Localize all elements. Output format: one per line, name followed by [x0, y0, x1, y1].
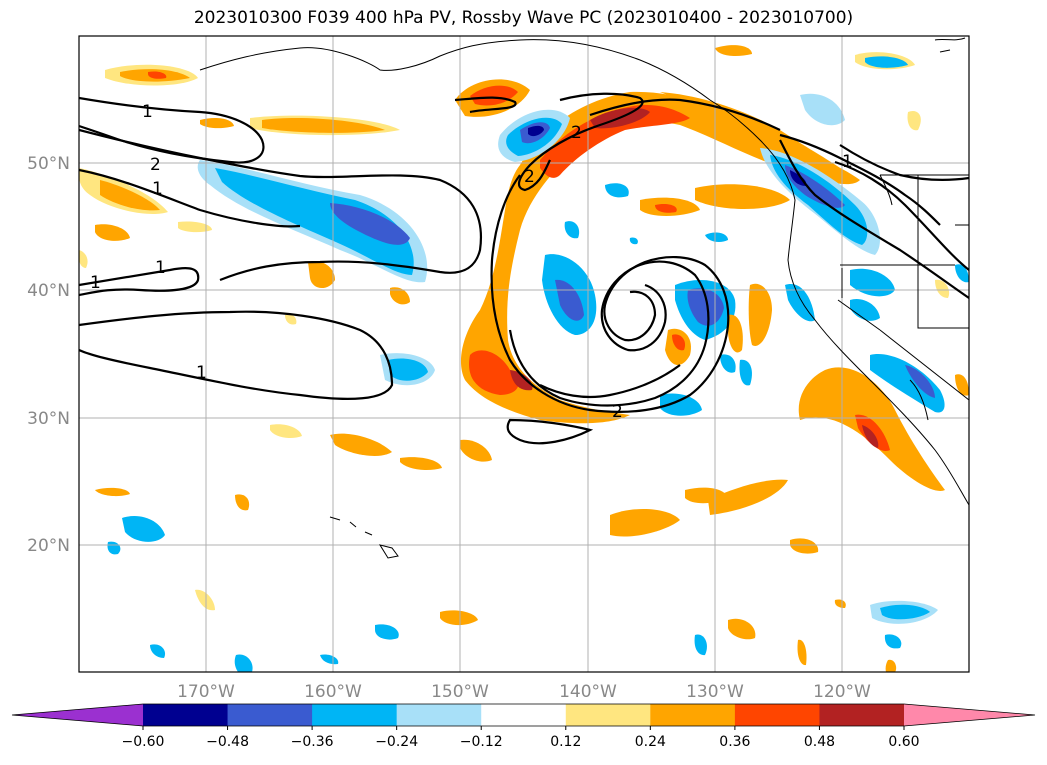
colorbar-segment	[650, 704, 736, 726]
colorbar-segment	[312, 704, 398, 726]
lat-label-40n: 40°N	[27, 281, 70, 301]
lat-label-20n: 20°N	[27, 536, 70, 556]
colorbar-tick-label: 0.48	[804, 734, 835, 750]
lat-label-30n: 30°N	[27, 409, 70, 429]
map-title: 2023010300 F039 400 hPa PV, Rossby Wave …	[193, 8, 854, 28]
lat-tick-labels: 20°N 30°N 40°N 50°N	[27, 154, 70, 556]
coastlines	[199, 37, 969, 559]
lon-label-120w: 120°W	[813, 682, 871, 702]
colorbar-tick-label: 0.24	[635, 734, 666, 750]
contour-label: 1	[90, 273, 101, 293]
map-border	[78, 35, 970, 673]
colorbar-tick-label: 0.12	[550, 734, 581, 750]
colorbar-tick-label: −0.24	[375, 734, 418, 750]
colorbar-extend-max	[904, 704, 1035, 726]
colorbar: −0.60 −0.48 −0.36 −0.24 −0.12 0.12 0.24 0.36 0.4…	[11, 703, 1036, 750]
lon-label-170w: 170°W	[177, 682, 235, 702]
colorbar-tick-label: 0.60	[888, 734, 919, 750]
colorbar-segment	[481, 704, 567, 726]
contour-label: 1	[155, 258, 166, 278]
contour-label: 2	[571, 123, 582, 143]
contour-label: 2	[612, 402, 623, 422]
colorbar-segment	[143, 704, 229, 726]
colorbar-segment	[734, 704, 820, 726]
colorbar-segment	[565, 704, 651, 726]
colorbar-segment	[396, 704, 482, 726]
colorbar-tick-label: −0.48	[206, 734, 249, 750]
lon-label-160w: 160°W	[304, 682, 362, 702]
colorbar-extend-min	[12, 704, 143, 726]
colorbar-tick-label: −0.36	[291, 734, 334, 750]
lon-tick-labels: 170°W 160°W 150°W 140°W 130°W 120°W	[177, 682, 871, 702]
contour-label: 1	[142, 102, 153, 122]
pv-contours	[79, 92, 969, 445]
colorbar-tick-label: −0.12	[460, 734, 503, 750]
contour-label: 2	[150, 155, 161, 175]
lat-label-50n: 50°N	[27, 154, 70, 174]
lon-label-150w: 150°W	[431, 682, 489, 702]
lon-label-130w: 130°W	[686, 682, 744, 702]
colorbar-tick-label: −0.60	[122, 734, 165, 750]
pv-anomaly-shading	[79, 45, 969, 672]
colorbar-tick-label: 0.36	[719, 734, 750, 750]
contour-labels: 1 2 1 1 1 1 2 2 2 1	[90, 102, 853, 422]
contour-label: 1	[152, 179, 163, 199]
contour-label: 2	[524, 167, 535, 187]
colorbar-segment	[227, 704, 313, 726]
gridlines	[79, 36, 969, 672]
contour-label: 1	[842, 152, 853, 172]
lon-label-140w: 140°W	[559, 682, 617, 702]
contour-label: 1	[196, 363, 207, 383]
colorbar-segment	[819, 704, 905, 726]
